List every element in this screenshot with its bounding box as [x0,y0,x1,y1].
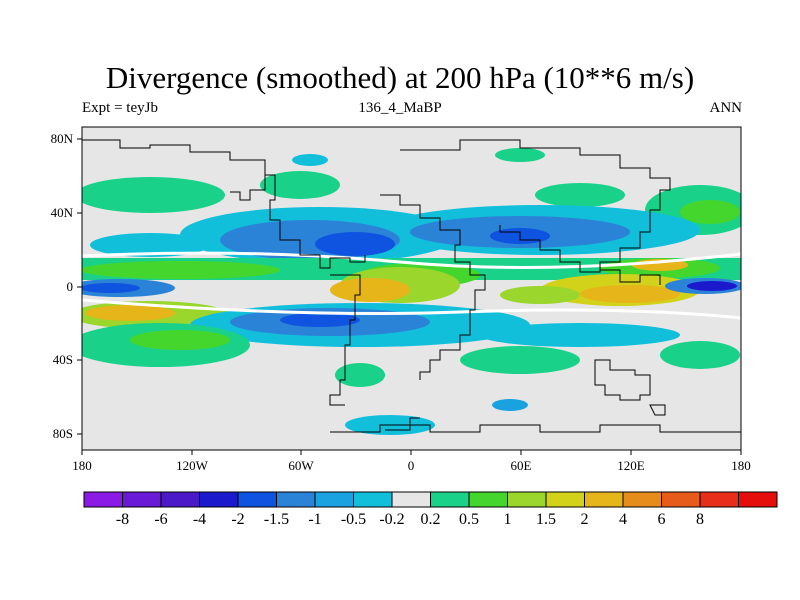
colorbar-label: -8 [116,511,129,528]
colorbar-swatch [584,491,624,508]
colorbar-swatch [122,491,162,508]
field-region-natl-green [260,171,340,199]
colorbar-labels: -8 -6 -4 -2 -1.5 -1 -0.5 -0.2 0.2 0.5 1 1.5 2 4 6 8 [116,511,704,528]
x-axis: 180 120W 60W 0 60E 120E 180 [72,450,751,473]
coast-africa [380,194,486,380]
x-tick-label: 0 [408,458,415,473]
field-region-asia-green [535,183,625,207]
field-region-arctic-green [495,148,545,162]
experiment-label: Expt = teyJb [82,100,158,116]
field-region-si-green [460,346,580,374]
colorbar-label: 1.5 [536,511,556,528]
contour-south-zero [82,298,741,320]
colorbar-swatch [237,491,277,508]
field-region-ep-darkblue [82,283,140,293]
coast-north-america [82,139,366,269]
field-region-io-orange [580,285,680,303]
colorbar-label: 8 [696,511,704,528]
field-region-so-sky [492,399,528,411]
field-region-eq-lightgreen [82,261,280,279]
field-region-s-cyan2 [480,323,680,347]
divergence-field [82,148,741,435]
colorbar-label: -0.2 [379,511,404,528]
y-tick-label: 40S [53,352,73,367]
field-region-arctic-cyan [292,154,328,166]
x-tick-label: 120E [617,458,645,473]
season-label: ANN [709,100,743,116]
x-tick-label: 180 [72,458,92,473]
colorbar-swatch [353,491,393,508]
coast-antarctica [330,424,741,433]
colorbar-label: 1 [504,511,512,528]
coastlines [82,139,741,433]
y-tick-label: 80N [51,131,74,146]
y-tick-label: 80S [53,426,73,441]
colorbar-label: 2 [581,511,589,528]
colorbar-swatch [468,491,508,508]
field-region-s-darkblue [280,313,360,327]
colorbar-swatch [199,491,239,508]
colorbar-swatch [622,491,662,508]
colorbar-label: -6 [154,511,167,528]
coast-maritime [600,269,661,285]
field-region-sw-green [660,341,740,369]
contour-north-zero [82,251,741,269]
field-region-epac-cyan [90,233,210,257]
colorbar-swatch [699,491,739,508]
colorbar-swatch [276,491,316,508]
field-region-npacific-green [82,177,225,213]
colorbar-swatch [83,491,123,508]
x-tick-label: 60W [288,458,314,473]
zero-contours [82,251,741,320]
coast-new-zealand [649,404,666,416]
field-region-wpac-lightgreen [680,200,740,224]
colorbar-swatch [507,491,547,508]
coast-antarctic-peninsula [385,417,420,431]
colorbar-label: -0.5 [341,511,366,528]
colorbar-swatch [314,491,354,508]
x-tick-label: 120W [176,458,209,473]
colorbar-label: -4 [193,511,206,528]
field-region-atl-orange [330,278,410,302]
colorbar-swatch [430,491,470,508]
y-axis: 80N 40N 0 40S 80S [51,131,82,441]
colorbar-swatch [738,491,778,508]
field-region-n-darkblue [315,232,395,256]
colorbar-swatch [160,491,200,508]
colorbar-swatch [661,491,701,508]
colorbar-label: 6 [658,511,666,528]
field-region-sa-green [335,363,385,387]
run-label: 136_4_MaBP [358,100,442,116]
colorbar-label: -2 [231,511,244,528]
colorbar-label: 4 [619,511,627,528]
y-tick-label: 40N [51,205,74,220]
field-region-s-orange [85,305,175,321]
field-region-africa-yellowgreen [500,286,580,304]
colorbar-label: -1.5 [264,511,289,528]
field-region-sp-lightgreen [130,330,230,350]
colorbar-swatch [391,491,431,508]
field-region-cp-navy [687,281,737,291]
coast-south-america [329,274,361,406]
colorbar-label: -1 [308,511,321,528]
coast-alaska [230,175,266,201]
y-tick-label: 0 [67,279,74,294]
colorbar [83,491,778,508]
coast-eurasia [400,139,671,273]
colorbar-label: 0.5 [459,511,479,528]
x-tick-label: 60E [511,458,532,473]
colorbar-swatch [545,491,585,508]
plot-title: Divergence (smoothed) at 200 hPa (10**6 … [105,60,695,95]
coast-australia [594,359,651,401]
colorbar-label: 0.2 [421,511,441,528]
x-tick-label: 180 [731,458,751,473]
